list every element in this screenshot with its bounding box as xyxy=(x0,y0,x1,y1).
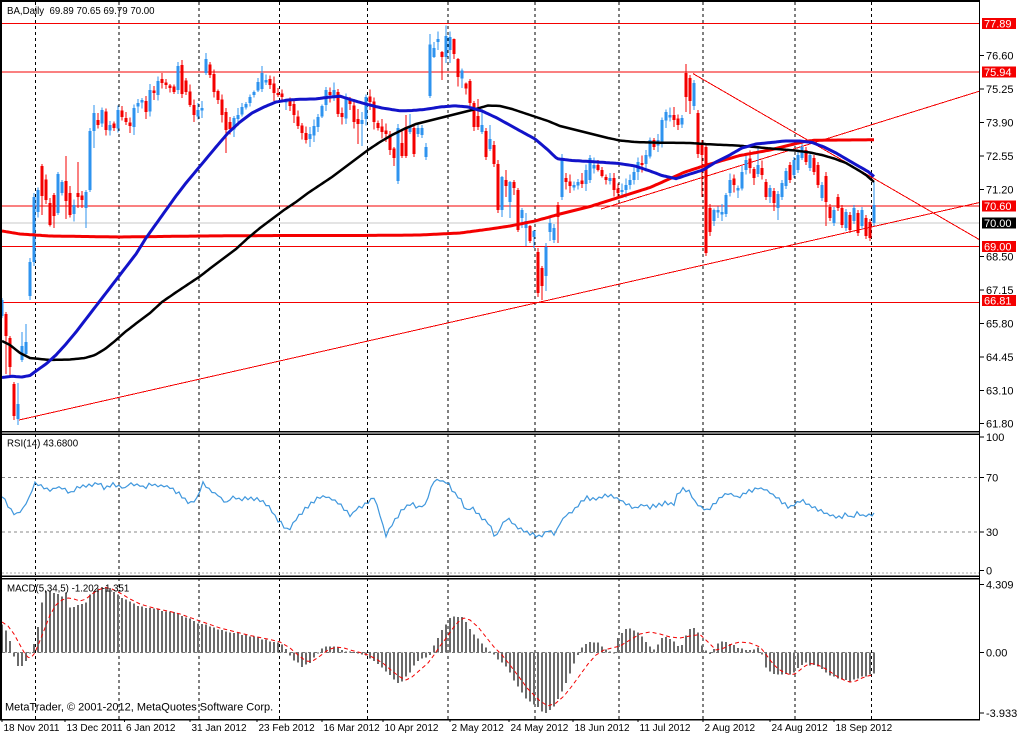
svg-text:0: 0 xyxy=(986,566,992,578)
svg-text:BA,Daily 69.89 70.65 69.79 70: BA,Daily 69.89 70.65 69.79 70.00 xyxy=(7,6,155,17)
svg-text:18 Jun 2012: 18 Jun 2012 xyxy=(575,723,630,734)
svg-text:75.25: 75.25 xyxy=(986,84,1014,96)
svg-text:65.80: 65.80 xyxy=(986,319,1014,331)
svg-text:11 Jul 2012: 11 Jul 2012 xyxy=(640,723,691,734)
svg-text:16 Mar 2012: 16 Mar 2012 xyxy=(324,723,381,734)
svg-text:24 Aug 2012: 24 Aug 2012 xyxy=(772,723,829,734)
svg-text:69.00: 69.00 xyxy=(984,241,1012,253)
svg-text:-3.933: -3.933 xyxy=(986,708,1017,720)
svg-text:70: 70 xyxy=(986,473,998,485)
svg-text:2 Aug 2012: 2 Aug 2012 xyxy=(705,723,756,734)
svg-text:2 May 2012: 2 May 2012 xyxy=(452,723,505,734)
svg-text:31 Jan 2012: 31 Jan 2012 xyxy=(192,723,247,734)
svg-text:23 Feb 2012: 23 Feb 2012 xyxy=(259,723,316,734)
svg-text:13 Dec 2011: 13 Dec 2011 xyxy=(67,723,123,734)
svg-text:10 Apr 2012: 10 Apr 2012 xyxy=(385,723,439,734)
svg-text:72.55: 72.55 xyxy=(986,151,1014,163)
svg-text:76.60: 76.60 xyxy=(986,51,1014,63)
svg-text:18 Sep 2012: 18 Sep 2012 xyxy=(836,723,893,734)
svg-text:MACD(5,34,5) -1.202 -1.351: MACD(5,34,5) -1.202 -1.351 xyxy=(7,584,129,595)
svg-text:30: 30 xyxy=(986,527,998,539)
svg-text:0.00: 0.00 xyxy=(986,648,1007,660)
svg-text:63.10: 63.10 xyxy=(986,386,1014,398)
svg-text:64.45: 64.45 xyxy=(986,352,1014,364)
svg-text:4.309: 4.309 xyxy=(986,579,1014,591)
svg-text:66.81: 66.81 xyxy=(984,296,1012,308)
svg-text:24 May 2012: 24 May 2012 xyxy=(511,723,569,734)
svg-text:70.00: 70.00 xyxy=(984,218,1012,230)
svg-text:73.90: 73.90 xyxy=(986,118,1014,130)
svg-text:MetaTrader, © 2001-2012, MetaQ: MetaTrader, © 2001-2012, MetaQuotes Soft… xyxy=(5,702,273,714)
svg-text:100: 100 xyxy=(986,432,1004,444)
svg-text:18 Nov 2011: 18 Nov 2011 xyxy=(4,723,60,734)
svg-text:68.50: 68.50 xyxy=(986,252,1014,264)
svg-text:61.80: 61.80 xyxy=(986,419,1014,431)
svg-text:77.89: 77.89 xyxy=(984,19,1012,31)
svg-text:RSI(14) 43.6800: RSI(14) 43.6800 xyxy=(7,439,79,450)
svg-text:75.94: 75.94 xyxy=(984,67,1012,79)
svg-text:70.60: 70.60 xyxy=(984,201,1012,213)
svg-text:71.20: 71.20 xyxy=(986,185,1014,197)
svg-text:67.15: 67.15 xyxy=(986,285,1014,297)
svg-text:6 Jan 2012: 6 Jan 2012 xyxy=(126,723,176,734)
